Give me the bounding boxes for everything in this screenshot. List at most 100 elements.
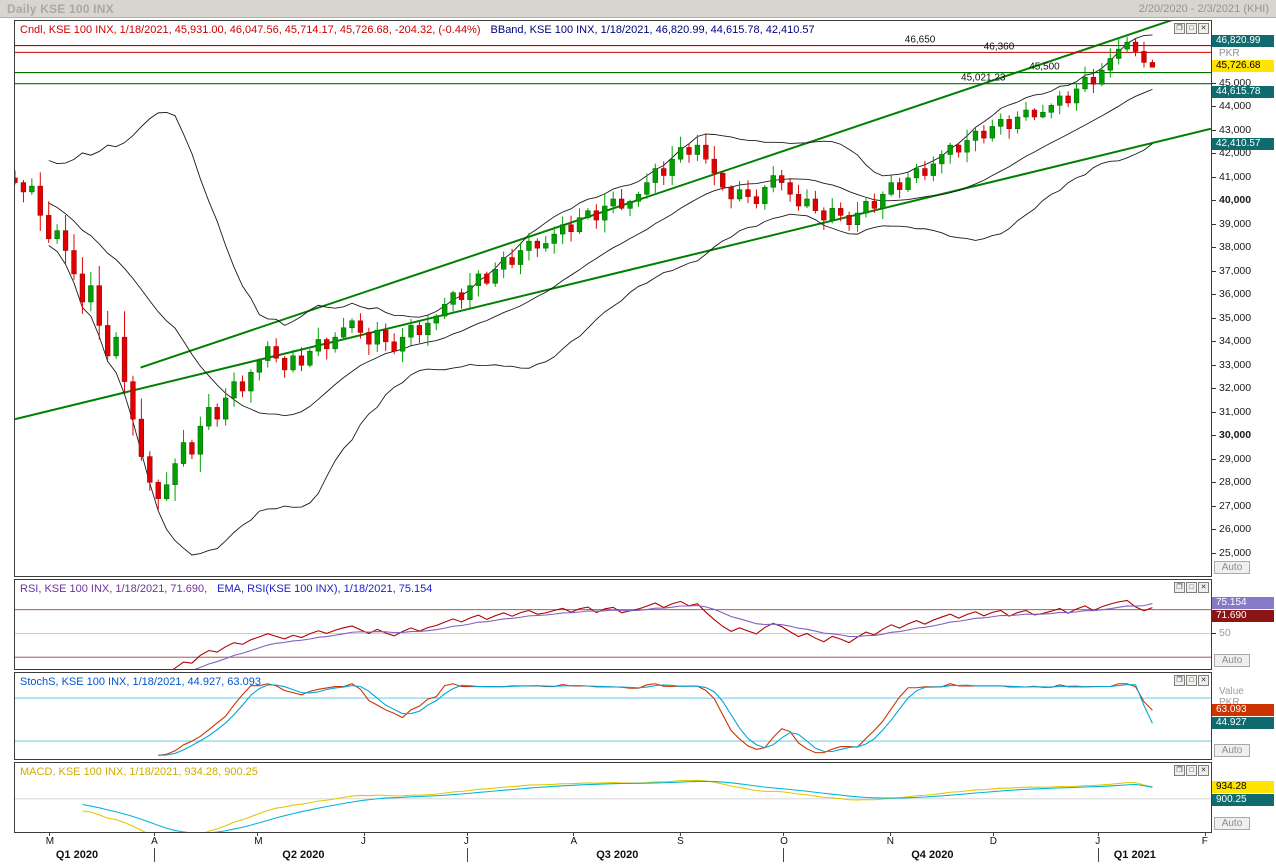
svg-text:45,021.23: 45,021.23 [961, 73, 1006, 84]
month-tick [48, 833, 50, 836]
month-tick [1098, 833, 1100, 836]
month-tick [257, 833, 259, 836]
price-legend: Cndl, KSE 100 INX, 1/18/2021, 45,931.00,… [20, 24, 825, 36]
scale-value-badge: 934.28 [1212, 780, 1274, 793]
price-scale: 45,000 44,000 43,000 42,000 41,000 40,000 39,0… [1212, 20, 1276, 577]
macd-chart [15, 779, 1211, 832]
stochastic-scale: Value PKR 63.093 44.927 Auto [1212, 672, 1276, 760]
month-label: M [45, 836, 55, 847]
scale-tick-label: 33,000 [1212, 359, 1251, 371]
panel-maximize-button[interactable]: □ [1186, 765, 1197, 776]
scale-tick-label: 45,000 [1212, 77, 1251, 89]
scale-tick-label: 41,000 [1212, 171, 1251, 183]
month-tick [680, 833, 682, 836]
month-label: D [989, 836, 997, 847]
panel-restore-button[interactable]: ❐ [1174, 765, 1185, 776]
panel-close-button[interactable]: ✕ [1198, 765, 1209, 776]
panel-close-button[interactable]: ✕ [1198, 675, 1209, 686]
panel-restore-button[interactable]: ❐ [1174, 23, 1185, 34]
auto-scale-button[interactable]: Auto [1214, 817, 1250, 830]
svg-text:45,500: 45,500 [1029, 62, 1060, 73]
quarter-label: Q4 2020 [911, 849, 954, 861]
panel-close-button[interactable]: ✕ [1198, 23, 1209, 34]
scale-tick-label: 44,000 [1212, 101, 1251, 112]
stochastic-panel-window-buttons: ❐ □ ✕ [1174, 675, 1209, 686]
quarter-tick [783, 848, 785, 862]
rsi-panel: RSI, KSE 100 INX, 1/18/2021, 71.690, EMA,… [14, 579, 1212, 670]
candle-legend-text: Cndl, KSE 100 INX, 1/18/2021, 45,931.00,… [20, 24, 481, 36]
month-label: N [886, 836, 894, 847]
scale-tick-label: 43,000 [1212, 124, 1251, 136]
panel-restore-button[interactable]: ❐ [1174, 675, 1185, 686]
scale-value-badge: 900.25 [1212, 793, 1274, 806]
month-tick [1204, 833, 1206, 836]
scale-tick-label: 32,000 [1212, 383, 1251, 394]
month-label: J [360, 836, 366, 847]
month-label: O [780, 836, 788, 847]
month-label: J [463, 836, 469, 847]
panel-maximize-button[interactable]: □ [1186, 23, 1197, 34]
quarter-label: Q1 2020 [55, 849, 99, 861]
month-tick [783, 833, 785, 836]
window-titlebar: Daily KSE 100 INX 2/20/2020 - 2/3/2021 (… [0, 0, 1276, 18]
scale-header-label: PKR [1219, 697, 1240, 708]
scale-tick-label: 25,000 [1212, 547, 1251, 559]
scale-tick-label: 29,000 [1212, 453, 1251, 465]
month-tick [466, 833, 468, 836]
scale-value-badge: 46,820.99 [1212, 34, 1274, 47]
macd-scale: 934.28 900.25 Auto [1212, 762, 1276, 833]
stochastic-legend-text: StochS, KSE 100 INX, 1/18/2021, 44.927, … [20, 676, 261, 688]
bband-legend-text: BBand, KSE 100 INX, 1/18/2021, 46,820.99… [490, 24, 815, 36]
macd-panel-window-buttons: ❐ □ ✕ [1174, 765, 1209, 776]
currency-label: PKR [1219, 47, 1240, 59]
scale-tick-label: 37,000 [1212, 265, 1251, 277]
scale-tick-label: 28,000 [1212, 477, 1251, 488]
rsi-chart [15, 599, 1211, 669]
scale-tick-label: 31,000 [1212, 406, 1251, 418]
quarter-tick [466, 848, 468, 862]
panel-maximize-button[interactable]: □ [1186, 675, 1197, 686]
scale-header-label: Value [1219, 686, 1244, 697]
quarter-tick [154, 848, 156, 862]
scale-tick-label: 40,000 [1212, 195, 1251, 206]
svg-text:46,360: 46,360 [984, 41, 1015, 52]
month-tick [363, 833, 365, 836]
window-title: Daily KSE 100 INX [7, 1, 114, 16]
scale-value-badge: 63.093 [1212, 704, 1274, 717]
scale-value-badge: 44,615.78 [1212, 86, 1274, 99]
macd-legend: MACD, KSE 100 INX, 1/18/2021, 934.28, 90… [20, 766, 268, 778]
stochastic-legend: StochS, KSE 100 INX, 1/18/2021, 44.927, … [20, 676, 271, 688]
scale-tick-label: 26,000 [1212, 524, 1251, 535]
rsi-scale: 50 75.154 71.690 Auto [1212, 579, 1276, 670]
scale-value-badge: 75.154 [1212, 597, 1274, 610]
auto-scale-button[interactable]: Auto [1214, 561, 1250, 574]
panel-restore-button[interactable]: ❐ [1174, 582, 1185, 593]
month-tick [889, 833, 891, 836]
panel-close-button[interactable]: ✕ [1198, 582, 1209, 593]
svg-text:46,650: 46,650 [905, 35, 936, 46]
quarter-label: Q3 2020 [596, 849, 639, 861]
stochastic-panel: StochS, KSE 100 INX, 1/18/2021, 44.927, … [14, 672, 1212, 760]
panel-maximize-button[interactable]: □ [1186, 582, 1197, 593]
macd-panel: MACD, KSE 100 INX, 1/18/2021, 934.28, 90… [14, 762, 1212, 833]
scale-value-badge: 45,726.68 [1212, 60, 1274, 73]
month-tick [573, 833, 575, 836]
scale-tick-label: 50 [1212, 628, 1231, 639]
quarter-label: Q1 2021 [1113, 849, 1156, 861]
scale-value-badge: 42,410.57 [1212, 138, 1274, 151]
auto-scale-button[interactable]: Auto [1214, 744, 1250, 757]
month-label: A [151, 836, 158, 847]
scale-tick-label: 38,000 [1212, 242, 1251, 253]
month-label: J [1095, 836, 1101, 847]
scale-value-badge: 71.690 [1212, 610, 1274, 623]
rsi-legend: RSI, KSE 100 INX, 1/18/2021, 71.690, EMA,… [20, 583, 442, 595]
month-label: A [570, 836, 578, 847]
rsi-legend-text: RSI, KSE 100 INX, 1/18/2021, 71.690, [20, 583, 208, 595]
scale-tick-label: 39,000 [1212, 218, 1251, 230]
price-panel: 46,650 46,360 45,500 45,021.23 Cndl, KSE 10… [14, 20, 1212, 577]
month-tick [154, 833, 156, 836]
month-label: S [677, 836, 684, 847]
quarter-tick [1098, 848, 1100, 862]
auto-scale-button[interactable]: Auto [1214, 654, 1250, 667]
month-label: M [254, 836, 263, 847]
